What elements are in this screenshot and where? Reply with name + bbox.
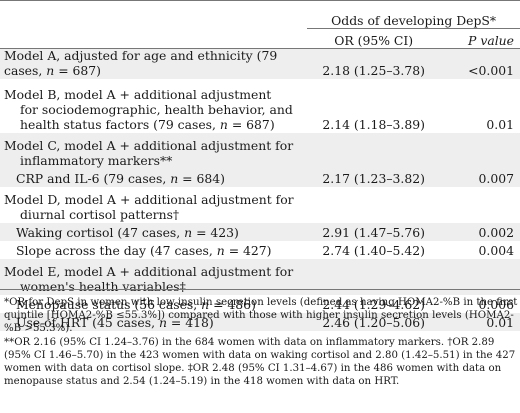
table-header-row: Odds of developing DepS* [0, 0, 520, 29]
row-label: Menopause status (56 cases, n = 486) [16, 296, 256, 312]
or-value: 2.18 (1.25–3.78) [307, 48, 441, 79]
p-value: 0.01 [440, 312, 520, 331]
table-row: Model B, model A + additional adjustment… [0, 79, 520, 133]
footnote-1: *OR for DepS in women with low insulin s… [4, 297, 518, 335]
p-value: 0.007 [440, 168, 520, 187]
p-value: 0.01 [486, 116, 514, 132]
row-label: Waking cortisol (47 cases, n = 423) [0, 222, 308, 241]
p-value: 0.006 [478, 296, 514, 312]
odds-table: Odds of developing DepS* OR (95% CI) P v… [0, 0, 520, 331]
col-header-or: OR (95% CI) [307, 28, 441, 49]
table-row: Model C, model A + additional adjustment… [0, 132, 520, 169]
p-value: 0.002 [440, 222, 520, 241]
or-value: 2.17 (1.23–3.82) [307, 168, 441, 187]
col-header-p: P value [440, 28, 520, 49]
row-label: Model C, model A + additional adjustment… [0, 132, 308, 169]
or-value: 2.46 (1.20–5.06) [307, 312, 441, 331]
row-label: Model A, adjusted for age and ethnicity … [0, 48, 308, 79]
p-value: <0.001 [440, 48, 520, 79]
footnote-divider [0, 289, 520, 290]
row-label: Model D, model A + additional adjustment… [4, 192, 294, 222]
footnote-2: **OR 2.16 (95% CI 1.24–3.76) in the 684 … [4, 336, 516, 388]
footnotes: *OR for DepS in women with low insulin s… [4, 296, 518, 388]
row-label: Use of HRT (45 cases, n = 418) [0, 312, 308, 331]
table-row: Slope across the day (47 cases, n = 427)… [0, 241, 520, 259]
table-row: Model E, model A + additional adjustment… [0, 258, 520, 295]
or-value: 2.14 (1.18–3.89) [322, 116, 425, 132]
row-label: CRP and IL-6 (79 cases, n = 684) [0, 168, 308, 187]
table-row: Use of HRT (45 cases, n = 418) 2.46 (1.2… [0, 312, 520, 331]
column-header-row: OR (95% CI) P value [0, 28, 520, 49]
table-row: Menopause status (56 cases, n = 486) 2.4… [0, 295, 520, 313]
table-row: Waking cortisol (47 cases, n = 423) 2.91… [0, 222, 520, 241]
table-row: Model D, model A + additional adjustment… [0, 187, 520, 223]
or-value: 2.74 (1.40–5.42) [322, 242, 425, 258]
or-value: 2.44 (1.29–4.62) [322, 296, 425, 312]
table-row: Model A, adjusted for age and ethnicity … [0, 48, 520, 79]
group-header: Odds of developing DepS* [307, 0, 520, 29]
row-label: Model B, model A + additional adjustment… [4, 87, 293, 132]
row-label: Model E, model A + additional adjustment… [0, 258, 308, 295]
or-value: 2.91 (1.47–5.76) [307, 222, 441, 241]
table-row: CRP and IL-6 (79 cases, n = 684) 2.17 (1… [0, 168, 520, 187]
p-value: 0.004 [478, 242, 514, 258]
row-label: Slope across the day (47 cases, n = 427) [16, 242, 272, 258]
